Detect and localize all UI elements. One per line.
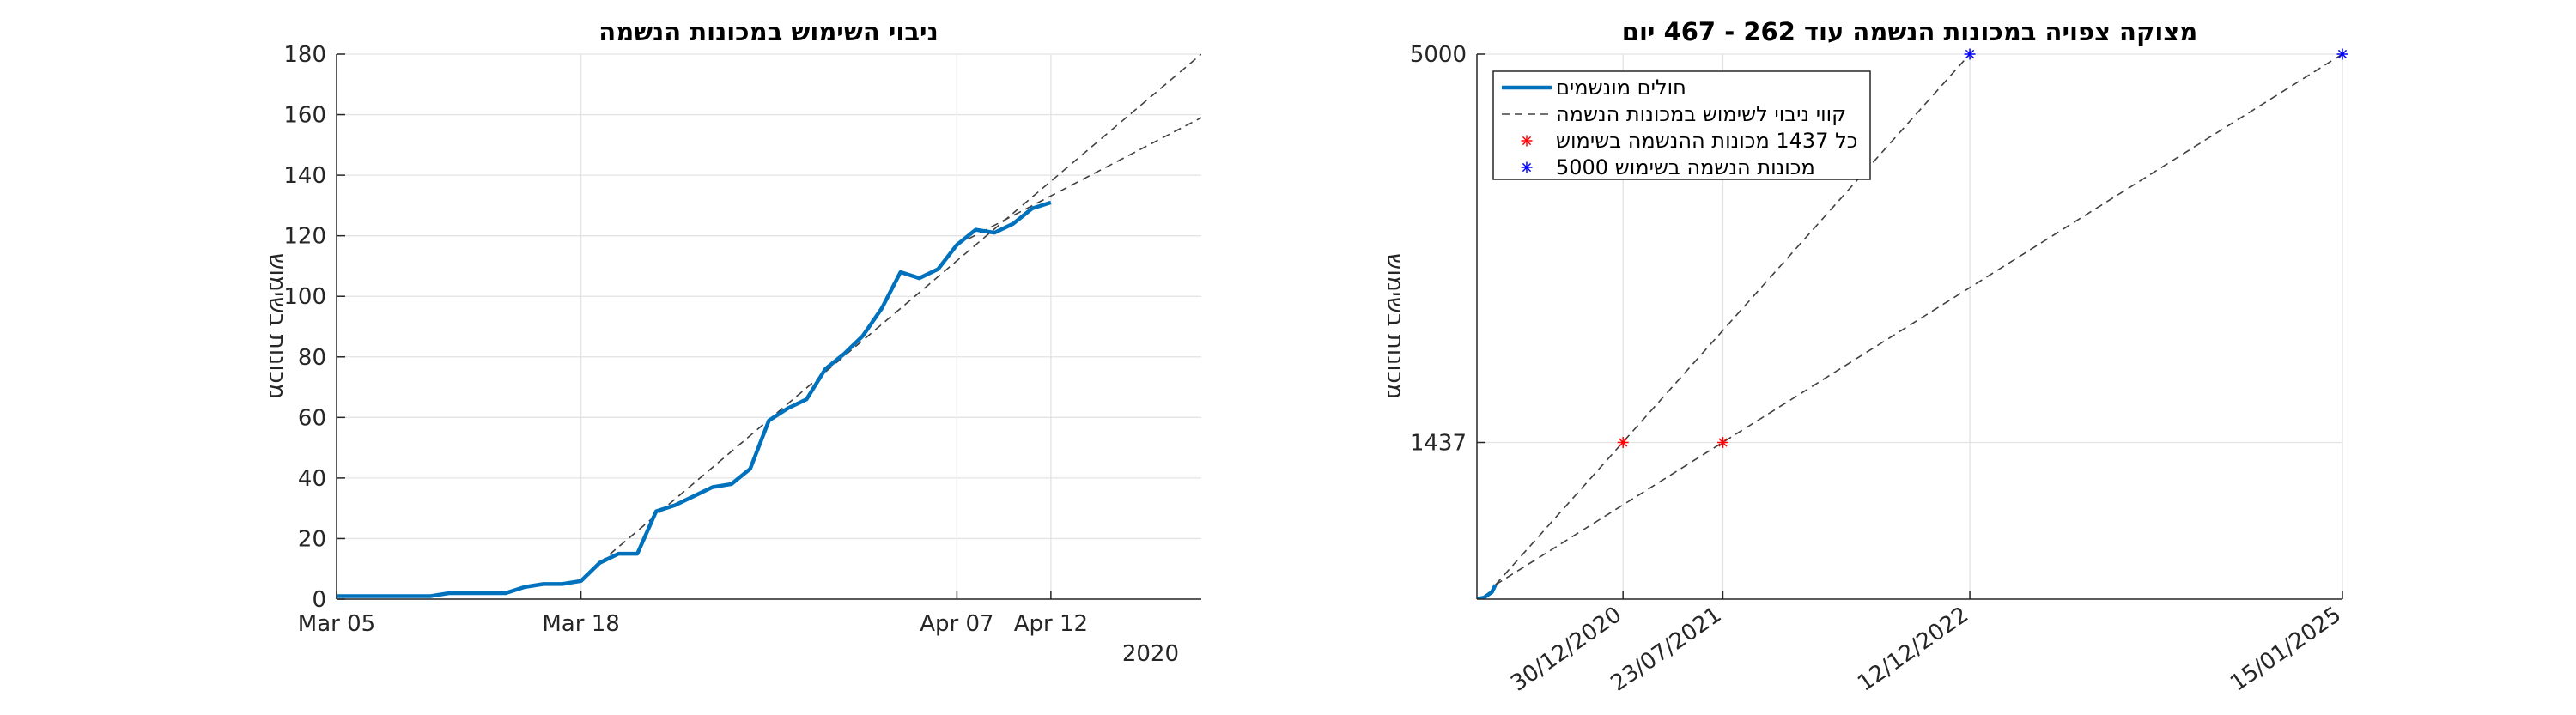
x-tick-label: Apr 07 [920,611,993,637]
chart-title: ניבוי השימוש במכונות הנשמה [598,17,938,46]
series-line-ventilated [337,200,1052,598]
legend-swatch-star [1521,161,1533,173]
marker-all-ventilators [1716,437,1728,449]
marker-stroke [1718,438,1728,447]
legend-label: כל 1437 מכונות ההנשמה בשימוש [1556,129,1857,153]
marker-stroke [1522,136,1532,146]
y-tick-label: 20 [298,526,326,552]
legend-label: קווי ניבוי לשימוש במכונות הנשמה [1556,102,1846,126]
axes [336,53,1201,600]
marker-all-ventilators [1617,437,1629,449]
markers-layer [1617,48,2348,449]
chart-title: מצוקה צפויה במכונות הנשמה עוד 262 - 467 … [1622,17,2197,46]
y-tick-label: 0 [312,587,326,613]
marker-stroke [1522,162,1532,173]
y-tick-label: 160 [283,103,326,129]
legend-label: חולים מונשמים [1556,76,1686,100]
series-line-ventilated [1477,584,1498,599]
x-axis-year-label: 2020 [1122,641,1179,667]
y-axis-label: מכונות בשימוש [264,253,290,399]
plot-area [337,54,1201,599]
y-tick-label: 120 [283,224,326,250]
series-line-forecast [1494,54,1971,585]
y-tick-label: 1437 [1410,431,1467,457]
y-tick-label: 80 [298,345,326,371]
legend-label: 5000 מכונות הנשמה בשימוש [1556,155,1815,179]
marker-stroke [1965,49,1975,59]
marker-5000-ventilators [2336,48,2348,60]
series-layer [337,54,1201,598]
marker-stroke [2337,49,2348,59]
marker-stroke [1619,438,1628,447]
y-tick-label: 5000 [1410,42,1467,68]
legend-swatch-star [1521,135,1533,147]
y-tick-label: 100 [283,284,326,310]
x-tick-label: Mar 05 [298,611,375,637]
y-tick-label: 180 [283,42,326,68]
marker-5000-ventilators [1964,48,1976,60]
y-axis-label: מכונות בשימוש [1382,253,1408,399]
chart-ventilator-forecast: 0 20 40 60 80 100 120 140 160 180 Mar 05 Mar 18 Apr … [264,17,1201,667]
axes [1476,53,2343,600]
x-tick-label: Apr 12 [1014,611,1088,637]
y-tick-label: 140 [283,163,326,189]
y-tick-label: 60 [298,405,326,431]
y-tick-label: 40 [298,466,326,492]
x-tick-label: Mar 18 [542,611,619,637]
legend-box [1492,70,1871,180]
series-layer [1477,54,2342,599]
tick-labels: 0 20 40 60 80 100 120 140 160 180 Mar 05 Mar 18 Apr … [283,42,1088,637]
series-line-forecast [598,54,1201,564]
series-line-forecast [957,117,1201,245]
